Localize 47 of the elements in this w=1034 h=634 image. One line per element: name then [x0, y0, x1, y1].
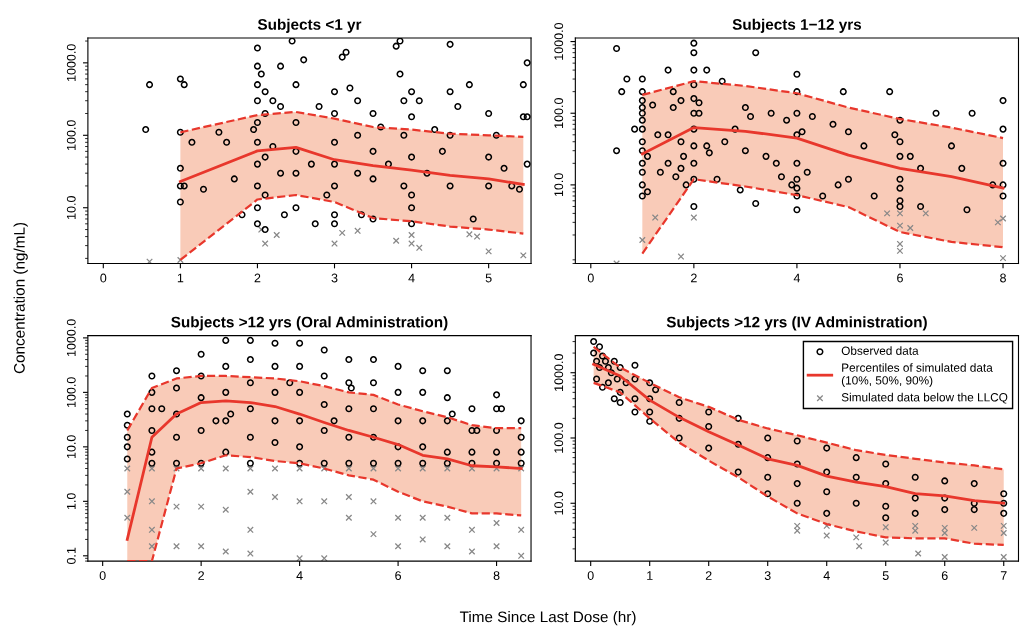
y-tick-label: 10.0 — [66, 435, 76, 459]
legend-label: Percentiles of simulated data (10%, 50%, 90%) — [841, 363, 993, 387]
y-tick-label: 10.0 — [554, 173, 564, 197]
x-tick-label: 2 — [198, 571, 204, 580]
x-tick-label: 7 — [1000, 571, 1007, 580]
x-tick-label: 6 — [897, 273, 903, 283]
x-tick-label: 1 — [647, 571, 653, 580]
x-tick-label: 4 — [793, 273, 801, 283]
y-tick-label: 10.0 — [66, 196, 76, 219]
y-tick-label: 0.1 — [66, 547, 76, 565]
y-tick-label: 100.0 — [66, 377, 76, 408]
x-tick-label: 2 — [254, 273, 261, 283]
y-axis-title: Concentration (ng/mL) — [13, 222, 28, 374]
chart-title: Subjects <1 yr — [257, 18, 362, 33]
x-tick-label: 4 — [408, 273, 415, 283]
x-tick-label: 5 — [882, 571, 889, 580]
x-tick-label: 0 — [587, 571, 594, 580]
legend-label: Simulated data below the LLCQ — [841, 392, 1008, 404]
y-tick-label: 10.0 — [554, 491, 564, 515]
x-tick-label: 8 — [1000, 273, 1006, 283]
y-tick-label: 100.0 — [66, 120, 76, 150]
chart-title: Subjects 1−12 yrs — [732, 18, 862, 33]
x-tick-label: 0 — [587, 273, 594, 283]
x-tick-label: 6 — [395, 571, 402, 580]
y-tick-label: 1000.0 — [554, 22, 564, 60]
x-tick-label: 5 — [485, 273, 492, 283]
x-tick-label: 4 — [296, 571, 303, 580]
x-tick-label: 6 — [941, 571, 948, 580]
legend-label: Observed data — [841, 346, 919, 355]
x-tick-label: 4 — [823, 571, 830, 580]
x-tick-label: 2 — [691, 273, 697, 283]
x-tick-label: 0 — [100, 273, 107, 283]
x-tick-label: 0 — [99, 571, 106, 580]
chart-title: Subjects >12 yrs (Oral Administration) — [171, 316, 448, 331]
x-tick-label: 8 — [493, 571, 500, 580]
y-tick-label: 100.0 — [554, 98, 564, 128]
y-tick-label: 1000.0 — [554, 354, 564, 391]
x-tick-label: 3 — [764, 571, 771, 580]
y-tick-label: 1000.0 — [66, 44, 76, 82]
y-tick-label: 1.0 — [66, 493, 76, 510]
x-tick-label: 2 — [705, 571, 712, 580]
x-tick-label: 3 — [331, 273, 338, 283]
x-axis-title: Time Since Last Dose (hr) — [459, 611, 636, 626]
y-tick-label: 1000.0 — [66, 319, 76, 357]
x-tick-label: 1 — [177, 273, 184, 283]
chart-title: Subjects >12 yrs (IV Administration) — [666, 316, 927, 331]
y-tick-label: 100.0 — [554, 422, 564, 453]
